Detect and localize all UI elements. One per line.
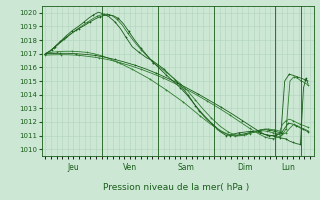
Text: Ven: Ven — [123, 164, 137, 172]
Text: Lun: Lun — [281, 164, 295, 172]
Text: Sam: Sam — [178, 164, 195, 172]
Text: Pression niveau de la mer( hPa ): Pression niveau de la mer( hPa ) — [103, 183, 249, 192]
Text: Dim: Dim — [237, 164, 252, 172]
Text: Jeu: Jeu — [68, 164, 79, 172]
